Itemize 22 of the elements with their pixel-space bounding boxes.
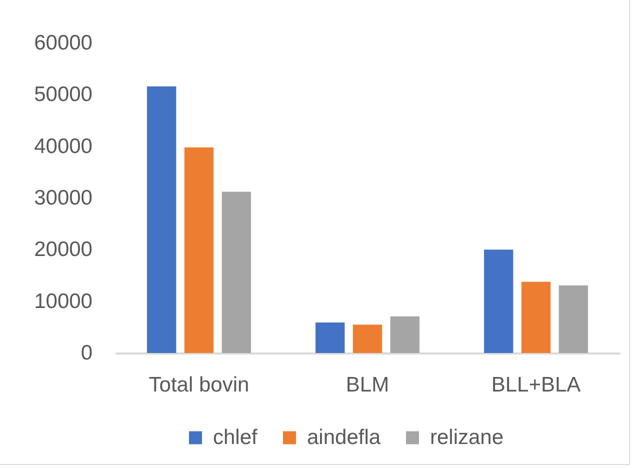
x-tick-label: Total bovin [148,374,250,396]
bar [558,285,588,353]
y-tick-label: 30000 [34,186,92,210]
y-tick-label: 10000 [34,290,92,313]
bar [316,322,345,353]
y-tick-label: 40000 [34,134,92,158]
bar [184,147,214,353]
y-tick-label: 60000 [34,32,92,54]
bar [484,250,514,353]
y-tick-label: 0 [80,342,92,364]
bar [521,282,551,353]
y-tick-label: 50000 [34,83,92,106]
bar [352,324,382,353]
legend-label: chlef [213,426,258,449]
legend-label: aindefla [307,426,381,449]
x-tick-label: BLM [346,374,390,396]
y-tick-label: 20000 [34,238,92,262]
legend-label: relizane [430,426,504,449]
bar [390,316,420,353]
bar [147,86,176,353]
bar [222,192,251,353]
x-tick-label: BLL+BLA [491,374,581,396]
